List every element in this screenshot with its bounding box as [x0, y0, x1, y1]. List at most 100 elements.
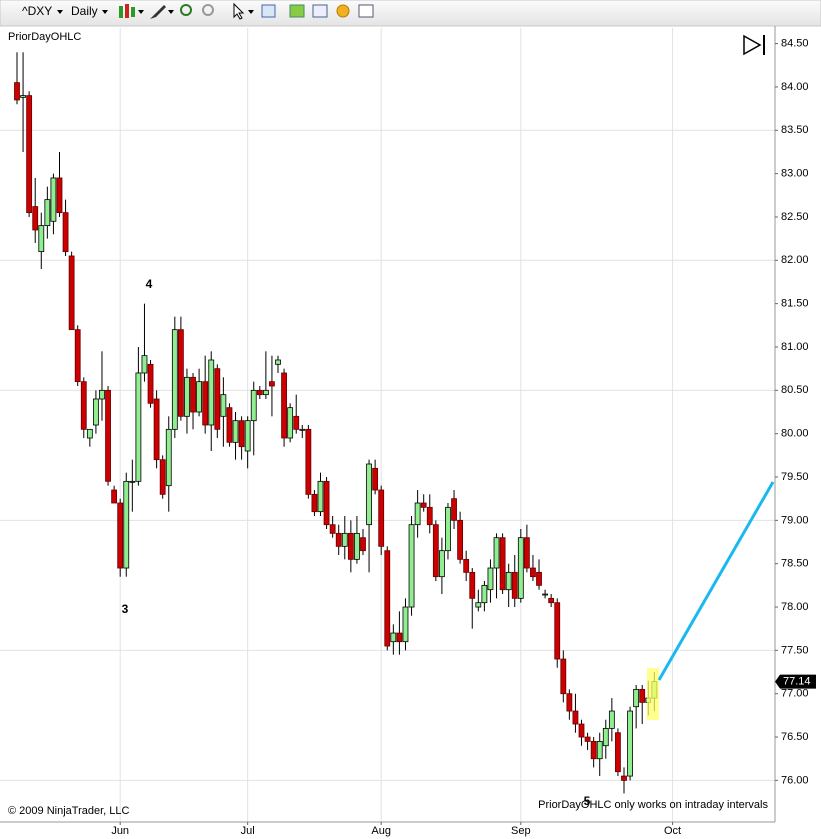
y-tick-label: 78.50	[781, 558, 809, 570]
candle-body	[396, 632, 403, 643]
candle-body	[208, 359, 215, 426]
dropdown-arrow[interactable]	[102, 10, 108, 14]
zoom-in-button[interactable]	[180, 4, 192, 16]
candle-body	[451, 498, 457, 521]
indicator-button[interactable]	[312, 4, 328, 18]
y-tick-label: 76.00	[781, 774, 809, 786]
candle-body	[457, 519, 464, 560]
highlight-box	[647, 668, 659, 720]
candle-body	[165, 428, 172, 487]
candle-body	[275, 359, 281, 365]
candle-body	[530, 567, 536, 578]
candle-body	[269, 381, 275, 387]
y-tick-label: 76.50	[781, 731, 809, 743]
candle-body	[590, 740, 597, 760]
candle-body	[244, 420, 251, 452]
candle-body	[202, 381, 209, 426]
candle-body	[117, 502, 124, 569]
toolbar-bg	[0, 0, 821, 27]
candle-body	[123, 480, 130, 569]
candle-body	[372, 467, 379, 491]
y-tick-label: 77.00	[781, 688, 809, 700]
market-button[interactable]	[336, 4, 350, 18]
candle-body	[99, 389, 105, 400]
candle-body	[80, 381, 87, 430]
candle-body	[256, 389, 263, 396]
dropdown-arrow[interactable]	[248, 10, 254, 14]
symbol-selector[interactable]: ^DXY	[22, 4, 52, 18]
candle-body	[177, 329, 184, 417]
candle-body	[523, 537, 530, 569]
price-marker-label: 77.14	[783, 675, 811, 687]
candle-body	[62, 212, 69, 253]
candle-body	[20, 95, 26, 98]
candle-body	[469, 571, 476, 599]
candle-body	[378, 489, 385, 547]
candle-body	[596, 740, 603, 760]
candle-body	[463, 558, 470, 573]
candle-body	[360, 537, 366, 552]
candle-body	[287, 407, 294, 439]
candle-body	[135, 372, 142, 482]
y-tick-label: 79.50	[781, 471, 809, 483]
candle-body	[14, 82, 20, 101]
y-tick-label: 80.50	[781, 384, 809, 396]
draw-tool-button[interactable]	[150, 5, 166, 19]
y-tick-label: 78.00	[781, 601, 809, 613]
candle-body	[487, 567, 494, 591]
dropdown-arrow[interactable]	[57, 10, 63, 14]
zoom-out-button[interactable]	[202, 4, 214, 16]
candle-body	[481, 584, 488, 604]
candle-body	[293, 415, 300, 430]
candle-body	[305, 428, 312, 495]
candle-body	[432, 524, 439, 578]
properties-button[interactable]	[261, 4, 276, 18]
data-box-button[interactable]	[358, 4, 374, 18]
dropdown-arrow[interactable]	[138, 10, 144, 14]
candle-body	[50, 177, 57, 222]
scroll-button[interactable]	[743, 34, 765, 56]
candle-body	[402, 606, 409, 643]
candle-body	[542, 593, 548, 596]
cursor-button[interactable]	[233, 2, 245, 20]
candle-body	[438, 550, 445, 578]
candle-body	[141, 355, 148, 374]
candle-body	[323, 480, 330, 526]
candle-body	[633, 688, 640, 708]
strategy-button[interactable]	[289, 4, 305, 18]
y-tick-label: 84.50	[781, 38, 809, 50]
candle-body	[554, 602, 561, 660]
candle-body	[196, 381, 203, 413]
candle-body	[602, 727, 609, 747]
candle-body	[250, 389, 257, 422]
x-tick-label: Jun	[111, 825, 129, 837]
candle-body	[578, 723, 585, 738]
wave-label: 4	[146, 277, 153, 291]
indicator-title: PriorDayOHLC	[8, 31, 81, 43]
wave-label: 3	[122, 602, 129, 616]
candle-body	[220, 394, 227, 417]
candle-body	[111, 489, 118, 504]
candle-body	[93, 398, 99, 426]
candle-body	[44, 199, 51, 227]
notice: PriorDayOHLC only works on intraday inte…	[538, 799, 768, 811]
candle-body	[511, 571, 518, 599]
candle-body	[38, 225, 45, 253]
candle-body	[493, 537, 500, 569]
candle-body	[627, 710, 633, 777]
candle-body	[560, 658, 567, 695]
dropdown-arrow[interactable]	[168, 10, 174, 14]
candle-body	[366, 463, 372, 526]
candle-body	[105, 389, 111, 482]
candle-body	[341, 532, 348, 547]
chart-style-button[interactable]	[119, 4, 135, 18]
candle-body	[129, 480, 136, 483]
wave-label: 5	[584, 794, 591, 808]
candle-body	[505, 571, 512, 591]
candle-body	[74, 329, 81, 383]
x-tick-label: Oct	[664, 825, 681, 837]
candle-body	[226, 407, 233, 443]
candle-body	[86, 428, 93, 439]
interval-selector[interactable]: Daily	[71, 4, 98, 18]
